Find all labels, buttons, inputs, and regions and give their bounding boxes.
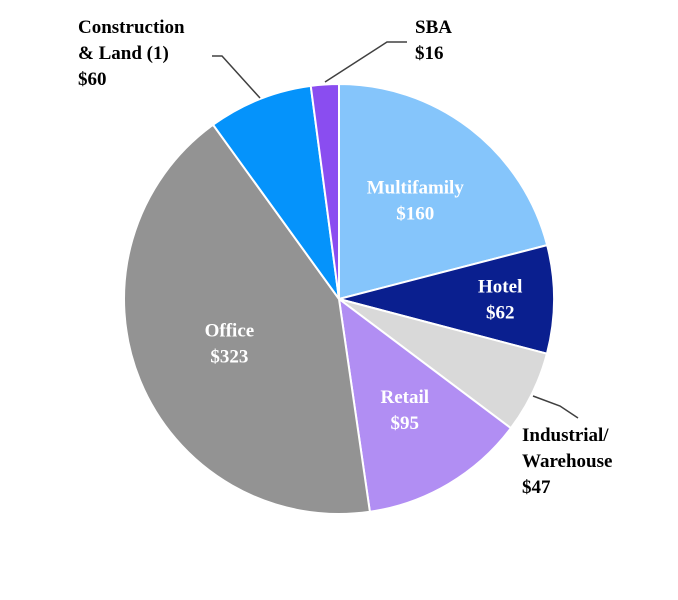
pie-slice-construction (211, 84, 340, 300)
slice-name-label: Retail (381, 387, 430, 408)
slice-name-label: Office (205, 320, 255, 341)
leader-line-construction (212, 55, 261, 99)
pie-slice-sba (309, 82, 340, 300)
slice-label-office: Office $323 (205, 320, 255, 367)
slice-name-label: Warehouse (522, 451, 612, 472)
slice-value-label: $60 (78, 69, 107, 90)
slice-name-label: Hotel (478, 276, 522, 297)
slice-value-label: $160 (396, 203, 434, 224)
pie-slice-hotel (335, 243, 555, 355)
pie-slice-multifamily (338, 82, 549, 301)
pie-slices (123, 82, 555, 515)
slice-value-label: $323 (210, 346, 248, 367)
slice-label-retail: Retail $95 (381, 387, 430, 434)
leader-line-industrial (532, 395, 579, 419)
slice-value-label: $95 (391, 413, 420, 434)
pie-slice-retail (337, 296, 513, 513)
slice-label-multifamily: Multifamily $160 (367, 177, 465, 224)
slice-name-label: & Land (1) (78, 43, 169, 64)
leader-lines (212, 41, 579, 419)
slice-label-industrial: Industrial/Warehouse $47 (522, 425, 612, 498)
slice-name-label: Multifamily (367, 177, 465, 198)
slice-name-label: Construction (78, 17, 185, 38)
slice-label-hotel: Hotel $62 (478, 276, 522, 323)
slice-label-construction: Construction & Land (1) $60 (78, 17, 185, 90)
slice-value-label: $62 (486, 302, 515, 323)
slice-label-sba: SBA $16 (415, 17, 452, 64)
slice-value-label: $16 (415, 43, 444, 64)
slice-name-label: Industrial/ (522, 425, 609, 446)
slice-labels: Multifamily $160 Hotel $62 Industrial/Wareho… (78, 17, 612, 498)
leader-line-sba (324, 41, 407, 83)
slice-value-label: $47 (522, 477, 551, 498)
pie-slice-office (123, 123, 372, 515)
slice-name-label: SBA (415, 17, 452, 38)
